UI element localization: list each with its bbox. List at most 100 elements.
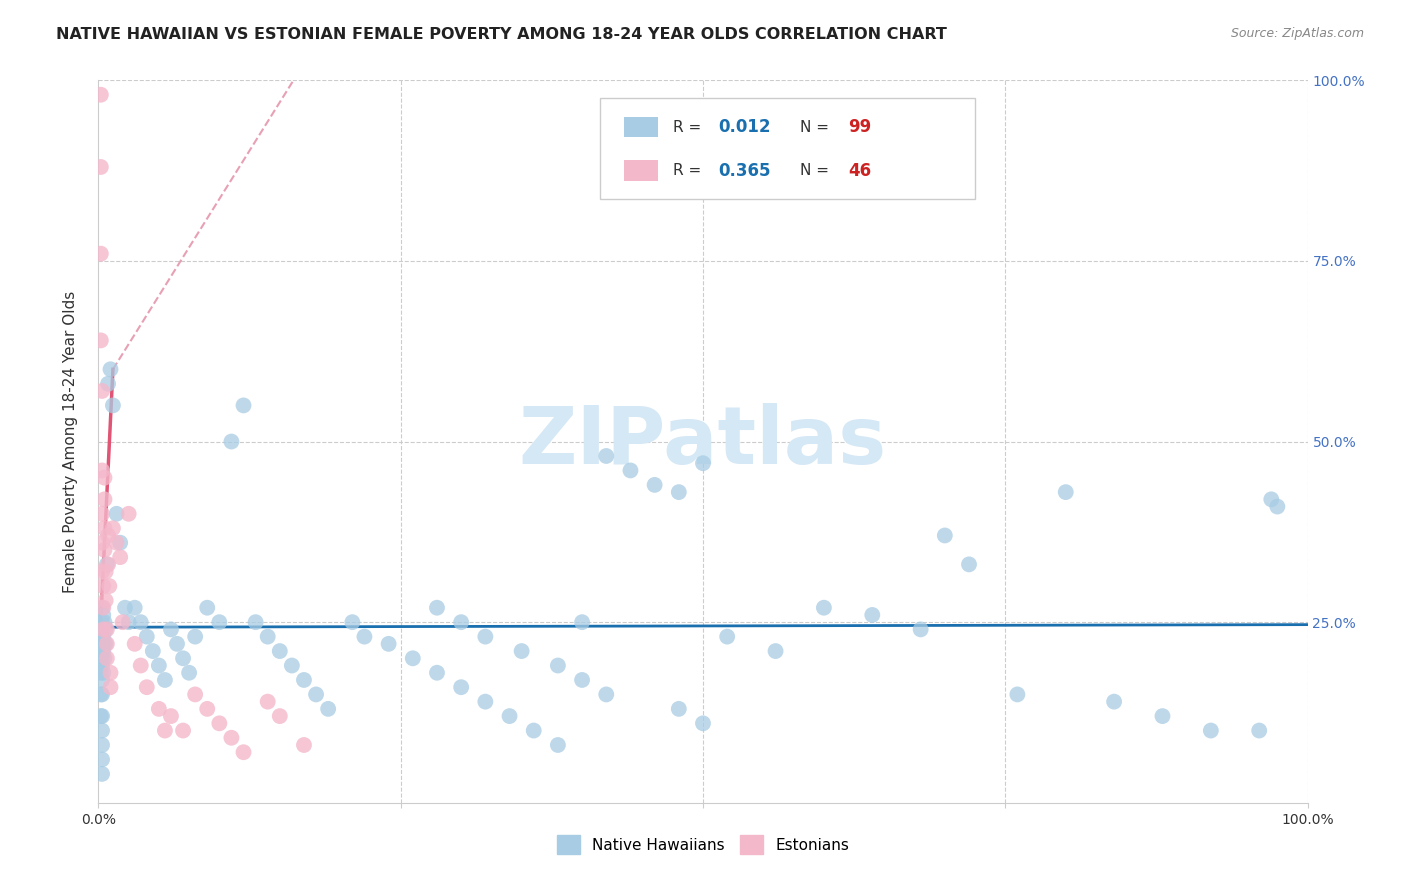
Point (1102, 695, 1125, 709)
Point (93, 470, 115, 484)
Point (91, 723, 114, 738)
Point (957, 558, 980, 572)
Point (342, 615, 364, 630)
Point (1007, 687, 1029, 701)
Point (172, 723, 194, 738)
Point (93, 492, 115, 507)
Point (91, 687, 114, 701)
Point (90, 87, 112, 102)
Point (91, 615, 114, 630)
Point (281, 658, 304, 673)
Point (135, 630, 157, 644)
Point (668, 485, 690, 500)
Point (111, 615, 134, 630)
Point (402, 651, 425, 665)
Text: N =: N = (800, 163, 834, 178)
Point (91, 658, 114, 673)
Point (245, 615, 267, 630)
Point (450, 615, 472, 630)
Point (91, 630, 114, 644)
Point (91, 463, 114, 477)
Point (547, 738, 569, 752)
Point (129, 615, 152, 630)
Point (148, 702, 170, 716)
Point (118, 507, 141, 521)
Point (101, 521, 124, 535)
Point (619, 463, 641, 477)
Point (90, 637, 112, 651)
Point (93, 615, 115, 630)
Text: NATIVE HAWAIIAN VS ESTONIAN FEMALE POVERTY AMONG 18-24 YEAR OLDS CORRELATION CHA: NATIVE HAWAIIAN VS ESTONIAN FEMALE POVER… (56, 27, 948, 42)
Point (98, 579, 121, 593)
Point (91, 637, 114, 651)
Point (547, 658, 569, 673)
Point (97, 528, 120, 542)
Point (105, 507, 128, 521)
Point (1249, 723, 1271, 738)
Point (93, 651, 115, 665)
Point (108, 535, 131, 549)
Point (595, 687, 617, 701)
Point (124, 600, 146, 615)
Point (91, 600, 114, 615)
Point (172, 651, 194, 665)
Point (90, 651, 112, 665)
Point (100, 362, 122, 376)
Point (377, 637, 399, 651)
Point (100, 680, 122, 694)
Point (93, 521, 115, 535)
Point (692, 716, 714, 731)
Point (179, 665, 201, 680)
Point (934, 528, 956, 542)
Point (692, 456, 714, 470)
Point (91, 644, 114, 658)
Point (910, 623, 932, 637)
Point (523, 723, 546, 738)
Point (97, 376, 120, 391)
Point (1267, 500, 1289, 514)
Point (860, 607, 883, 622)
Point (100, 665, 122, 680)
Point (668, 702, 690, 716)
Point (93, 542, 115, 557)
Point (96, 558, 118, 572)
Point (1152, 709, 1174, 723)
Point (91, 507, 114, 521)
Point (498, 709, 520, 723)
Point (474, 630, 496, 644)
Point (91, 630, 114, 644)
Point (101, 398, 124, 412)
Point (91, 752, 114, 766)
Point (269, 709, 291, 723)
Point (221, 731, 243, 745)
Point (571, 673, 593, 687)
Point (256, 695, 278, 709)
Text: R =: R = (672, 163, 706, 178)
Point (153, 673, 176, 687)
Point (765, 644, 787, 658)
Point (91, 384, 114, 398)
Point (129, 658, 152, 673)
Point (91, 623, 114, 637)
Point (91, 535, 114, 549)
Point (90, 334, 112, 348)
Point (184, 630, 207, 644)
Point (105, 535, 128, 549)
Point (316, 702, 339, 716)
Point (426, 665, 449, 680)
Point (450, 680, 472, 694)
Point (91, 607, 114, 622)
Point (114, 600, 136, 615)
Point (91, 767, 114, 781)
Point (208, 716, 231, 731)
Point (91, 579, 114, 593)
Point (94, 565, 117, 579)
Point (91, 665, 114, 680)
Point (195, 702, 218, 716)
Text: ZIPatlas: ZIPatlas (519, 402, 887, 481)
Point (90, 709, 112, 723)
Point (91, 709, 114, 723)
Point (91, 644, 114, 658)
Point (90, 246, 112, 260)
Point (208, 615, 231, 630)
